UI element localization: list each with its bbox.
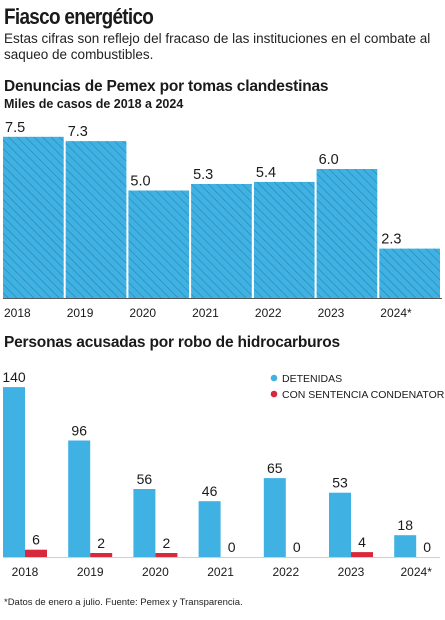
chart1-bar [65, 141, 127, 298]
chart2-value-sentencia: 0 [423, 539, 431, 555]
chart1-bar [379, 248, 440, 298]
chart2-value-detenidas: 140 [2, 369, 26, 385]
chart2-tick-label: 2021 [207, 565, 234, 579]
chart2-value-sentencia: 0 [293, 539, 301, 555]
legend-label: CON SENTENCIA CONDENATORIA [282, 389, 445, 401]
chart2-tick-label: 2023 [338, 565, 365, 579]
chart1-bar [253, 181, 315, 298]
chart2-value-sentencia: 6 [32, 532, 40, 548]
chart1-title: Denuncias de Pemex por tomas clandestina… [4, 78, 329, 95]
chart2-value-detenidas: 53 [332, 475, 348, 491]
legend-label: DETENIDAS [282, 373, 342, 385]
chart1-plot: 7.5 2018 7.3 2019 5.0 2020 5.3 2021 5.4 2022 6.0 20… [3, 120, 442, 320]
chart2-plot: 140 6 2018 96 2 2019 56 2 2020 46 0 2021 65 0 2022 53 4 2… [2, 369, 445, 579]
chart2-tick-label: 2020 [142, 565, 169, 579]
footnote: *Datos de enero a julio. Fuente: Pemex y… [4, 597, 243, 608]
page-subtitle: Estas cifras son reflejo del fracaso de … [4, 31, 431, 62]
chart2-bar-detenidas [394, 535, 417, 557]
chart1-value-label: 2.3 [381, 232, 401, 248]
chart2-bar-sentencia [155, 553, 178, 557]
chart2-title: Personas acusadas por robo de hidrocarbu… [4, 334, 340, 351]
chart1-tick-label: 2023 [318, 306, 345, 320]
chart2-bar-sentencia [25, 549, 47, 557]
chart1-tick-label: 2020 [129, 306, 156, 320]
chart1-value-label: 7.3 [68, 124, 88, 140]
legend-swatch [270, 390, 278, 398]
chart2-value-detenidas: 65 [267, 460, 283, 476]
chart2-bar-detenidas [133, 489, 156, 557]
chart1-value-label: 7.5 [5, 120, 25, 136]
chart1-subtitle: Miles de casos de 2018 a 2024 [4, 97, 184, 111]
chart1-bar [128, 190, 190, 298]
chart2-bar-detenidas [198, 501, 221, 557]
chart2-bar-sentencia [90, 553, 113, 557]
chart2-bar-detenidas [68, 440, 91, 557]
chart1-value-label: 5.3 [193, 167, 213, 183]
chart1-bar [316, 169, 378, 298]
chart1-value-label: 6.0 [319, 152, 339, 168]
page-title: Fiasco energético [4, 4, 154, 29]
chart2-tick-label: 2024* [401, 565, 433, 579]
chart2-bar-sentencia [351, 552, 373, 557]
chart2-bar-detenidas [263, 478, 286, 557]
chart2-value-detenidas: 96 [71, 423, 87, 439]
chart1-bar [3, 136, 64, 299]
chart2-value-sentencia: 2 [97, 535, 105, 551]
chart2-value-sentencia: 0 [228, 539, 236, 555]
chart1-tick-label: 2019 [67, 306, 94, 320]
chart2-value-detenidas: 56 [137, 471, 153, 487]
chart2-tick-label: 2022 [272, 565, 299, 579]
chart1-value-label: 5.4 [256, 165, 276, 181]
chart1-bar [191, 184, 252, 298]
chart1-tick-label: 2018 [4, 306, 31, 320]
legend-swatch [270, 374, 278, 382]
chart2-value-detenidas: 18 [397, 517, 413, 533]
chart1-tick-label: 2022 [255, 306, 282, 320]
chart2-value-sentencia: 4 [358, 534, 366, 550]
chart2-tick-label: 2019 [77, 565, 104, 579]
chart2-bar-detenidas [3, 387, 25, 557]
chart1-value-label: 5.0 [130, 174, 150, 190]
chart2-value-sentencia: 2 [163, 535, 171, 551]
chart2-tick-label: 2018 [12, 565, 39, 579]
chart2-value-detenidas: 46 [202, 483, 218, 499]
chart2-bar-detenidas [329, 492, 351, 557]
chart1-tick-label: 2021 [192, 306, 219, 320]
chart1-tick-label: 2024* [380, 306, 412, 320]
